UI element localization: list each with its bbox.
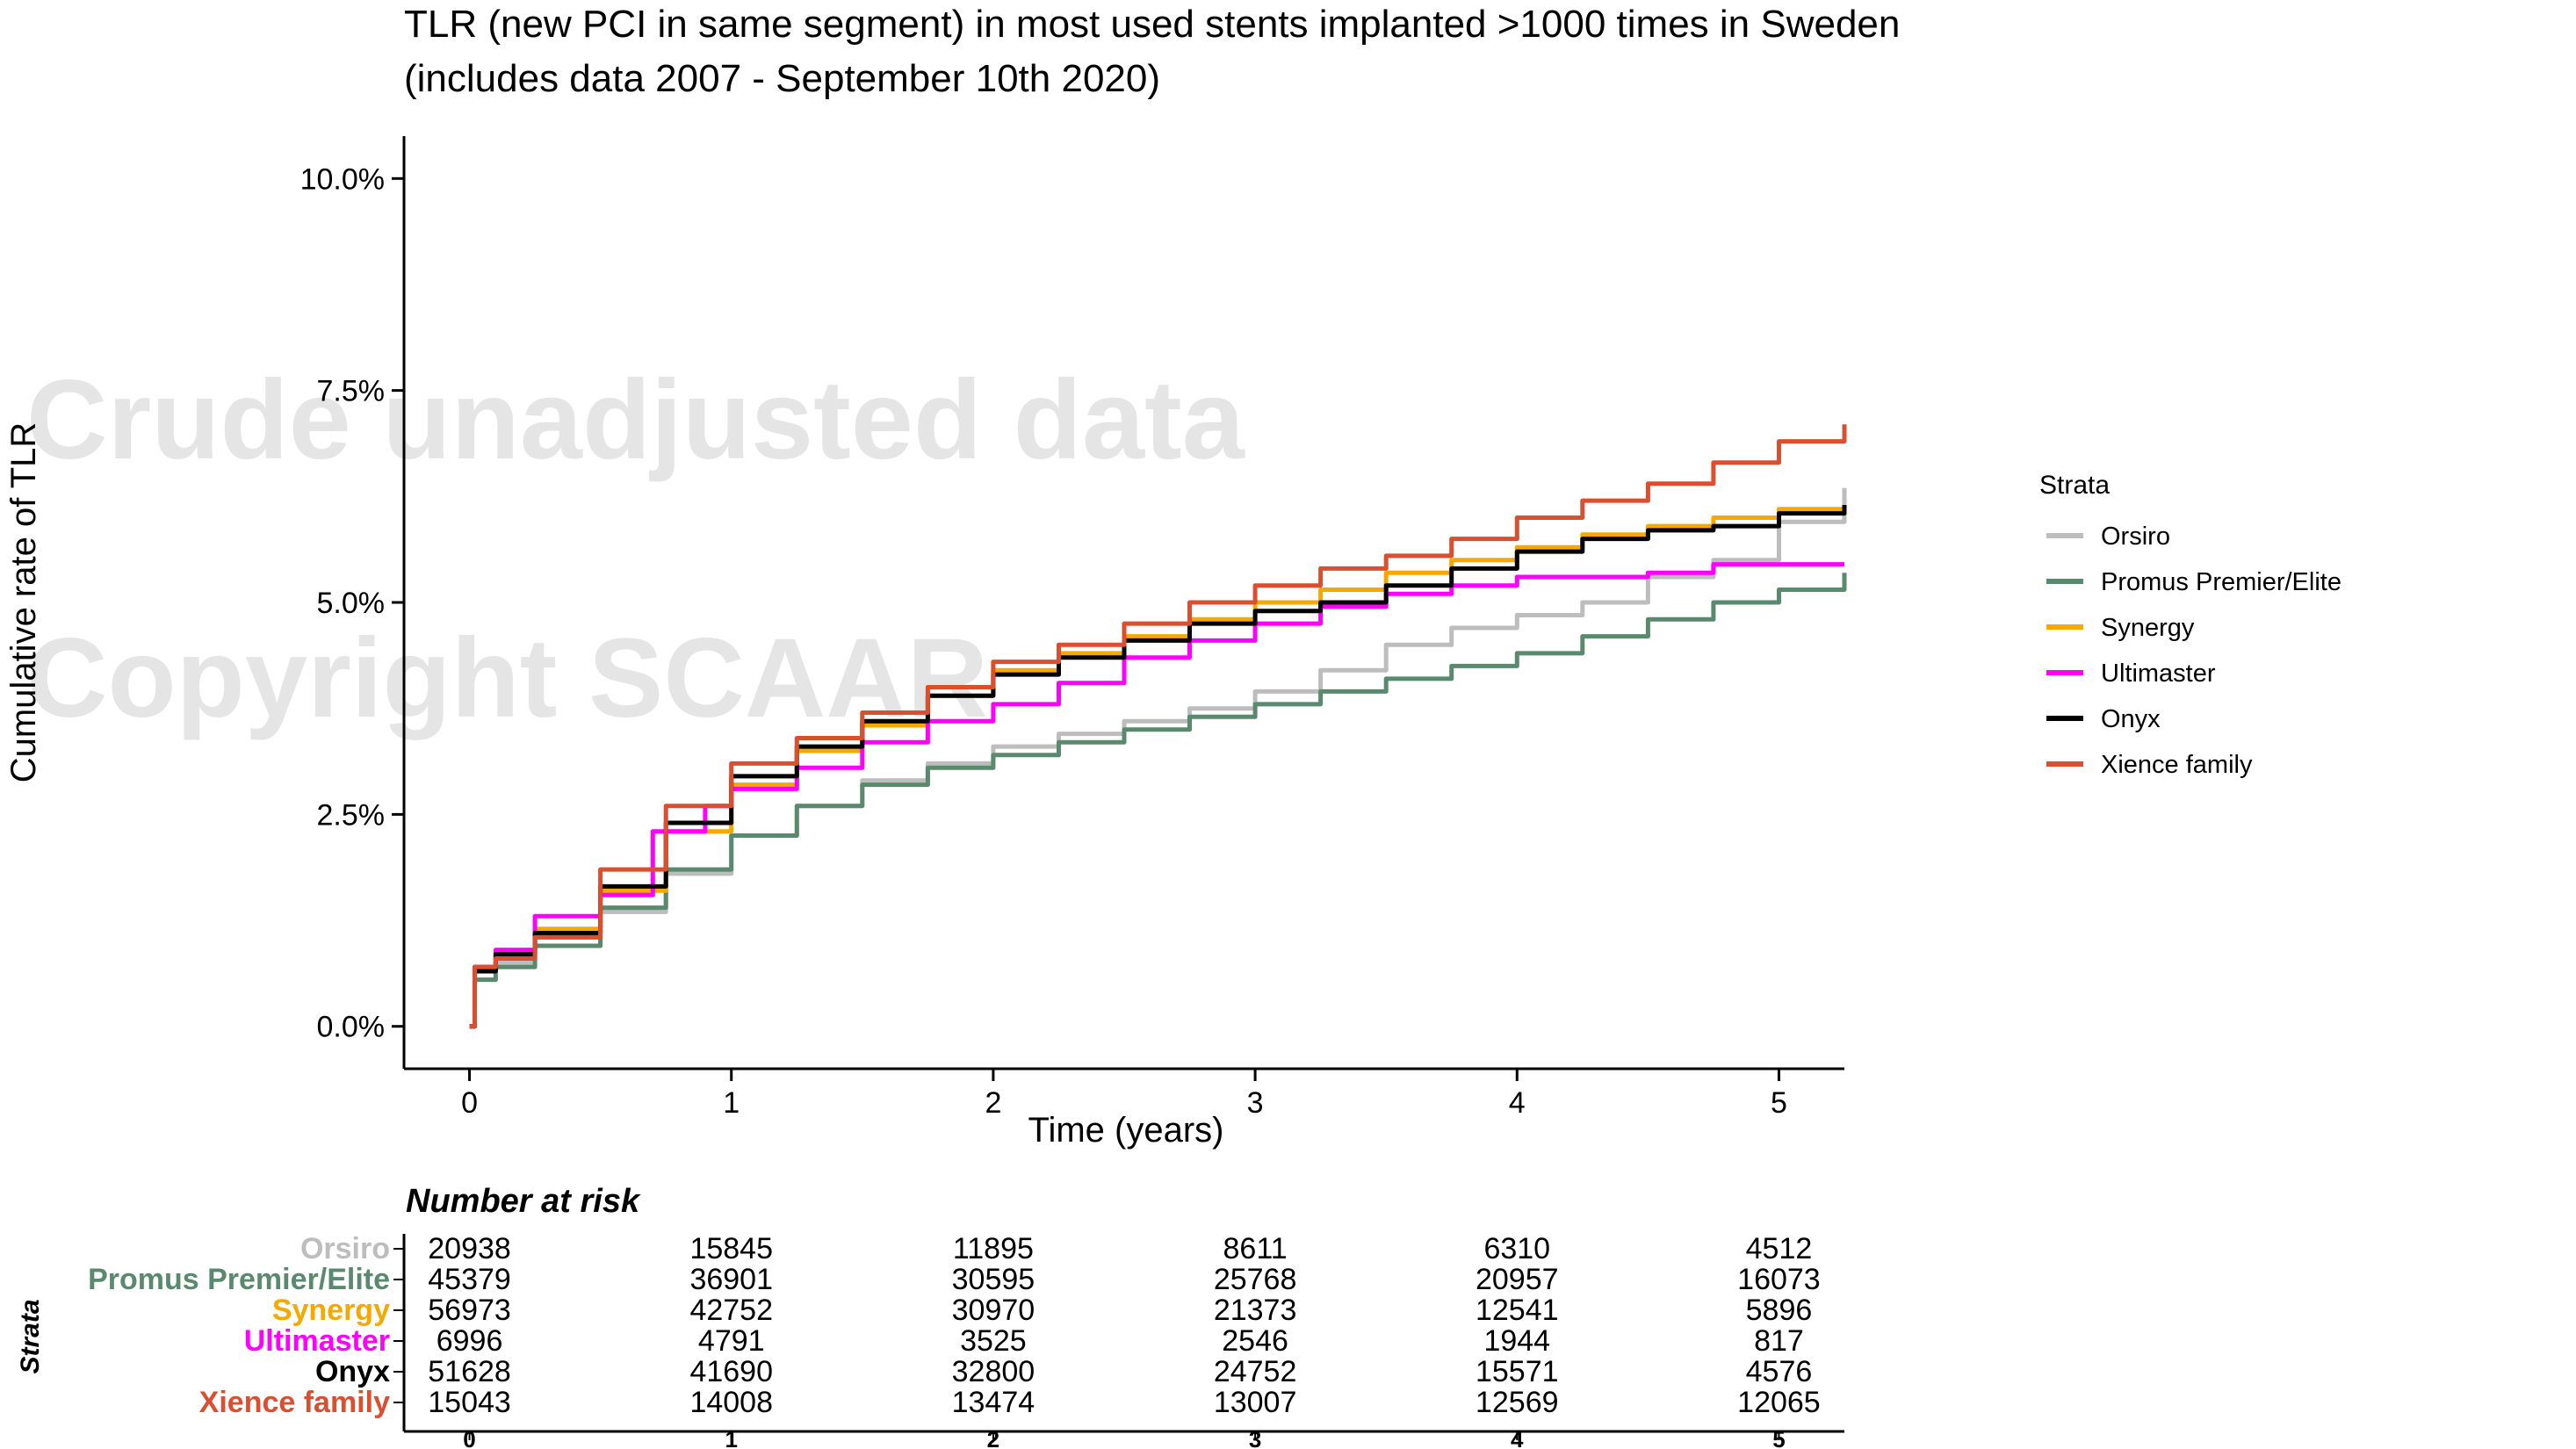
risk-table-side-label: Strata <box>16 1299 45 1373</box>
risk-x-tick-label: 4 <box>1511 1426 1524 1449</box>
risk-value: 16073 <box>1737 1263 1821 1296</box>
risk-value: 12569 <box>1476 1386 1559 1419</box>
risk-value: 15043 <box>428 1386 511 1419</box>
risk-x-tick-label: 2 <box>987 1426 999 1449</box>
legend-label-promus-premier-elite: Promus Premier/Elite <box>2101 568 2341 596</box>
x-axis-title: Time (years) <box>1028 1111 1224 1150</box>
risk-row-name-ultimaster: Ultimaster <box>244 1324 390 1358</box>
risk-value: 12541 <box>1476 1294 1559 1327</box>
risk-value: 3525 <box>960 1324 1027 1358</box>
y-tick-label: 10.0% <box>300 162 385 196</box>
risk-value: 15845 <box>689 1232 773 1265</box>
risk-value: 51628 <box>428 1355 511 1388</box>
risk-value: 45379 <box>428 1263 511 1296</box>
risk-value: 1944 <box>1483 1324 1550 1358</box>
legend-label-xience-family: Xience family <box>2101 751 2253 779</box>
y-tick-label: 7.5% <box>317 375 386 408</box>
risk-value: 817 <box>1754 1324 1804 1358</box>
risk-value: 56973 <box>428 1294 511 1327</box>
y-ticks: 0.0% 2.5% 5.0% 7.5% 10.0% <box>300 162 404 1044</box>
x-tick-label: 4 <box>1509 1086 1526 1120</box>
risk-value: 5896 <box>1746 1294 1813 1327</box>
series-line-onyx <box>469 505 1847 1029</box>
risk-value: 24752 <box>1214 1355 1297 1388</box>
risk-value: 36901 <box>689 1263 773 1296</box>
watermark-line-1: Crude unadjusted data <box>26 357 1245 483</box>
y-axis-title: Cumulative rate of TLR <box>4 422 43 783</box>
risk-value: 11895 <box>953 1232 1034 1265</box>
risk-value: 4576 <box>1746 1355 1813 1388</box>
risk-value: 41690 <box>689 1355 773 1388</box>
series-line-xience-family <box>469 424 1847 1029</box>
legend-label-synergy: Synergy <box>2101 614 2195 642</box>
risk-value: 14008 <box>689 1386 773 1419</box>
x-tick-label: 3 <box>1247 1086 1264 1120</box>
risk-value: 4512 <box>1746 1232 1813 1265</box>
x-ticks: 0 1 2 3 4 5 <box>461 1069 1787 1120</box>
risk-row-name-xience-family: Xience family <box>199 1386 390 1419</box>
risk-value: 13474 <box>952 1386 1035 1419</box>
x-tick-label: 2 <box>985 1086 1001 1120</box>
legend-label-onyx: Onyx <box>2101 705 2161 733</box>
risk-x-tick-label: 5 <box>1772 1426 1785 1449</box>
y-tick-label: 0.0% <box>317 1011 386 1044</box>
legend-label-orsiro: Orsiro <box>2101 523 2170 551</box>
legend: Strata Orsiro Promus Premier/Elite Synergy… <box>2039 471 2341 779</box>
risk-value: 20938 <box>428 1232 511 1265</box>
legend-title: Strata <box>2039 471 2110 500</box>
chart-title: TLR (new PCI in same segment) in most us… <box>404 3 1900 46</box>
risk-row-name-promus-premier-elite: Promus Premier/Elite <box>88 1263 390 1296</box>
risk-value: 2546 <box>1222 1324 1288 1358</box>
risk-x-tick-label: 3 <box>1249 1426 1261 1449</box>
risk-row-name-synergy: Synergy <box>272 1294 390 1327</box>
x-tick-label: 1 <box>723 1086 740 1120</box>
watermark: Crude unadjusted data Copyright SCAAR <box>26 357 1245 741</box>
risk-value: 15571 <box>1476 1355 1559 1388</box>
risk-value: 4791 <box>698 1324 765 1358</box>
watermark-line-2: Copyright SCAAR <box>26 616 988 741</box>
risk-value: 6996 <box>437 1324 503 1358</box>
legend-label-ultimaster: Ultimaster <box>2101 660 2216 688</box>
risk-value: 30595 <box>952 1263 1035 1296</box>
series-line-synergy <box>469 507 1844 1029</box>
risk-value: 6310 <box>1483 1232 1550 1265</box>
risk-value: 13007 <box>1214 1386 1297 1419</box>
risk-table: Orsiro 20938 15845 11895 8611 6310 4512Promus … <box>88 1232 1821 1449</box>
risk-row-name-orsiro: Orsiro <box>300 1232 390 1265</box>
chart-subtitle: (includes data 2007 - September 10th 202… <box>404 57 1160 100</box>
risk-value: 42752 <box>689 1294 773 1327</box>
x-tick-label: 0 <box>461 1086 478 1120</box>
y-tick-label: 2.5% <box>317 798 386 832</box>
series-line-orsiro <box>469 487 1847 1029</box>
risk-value: 30970 <box>952 1294 1035 1327</box>
risk-value: 8611 <box>1223 1232 1288 1265</box>
risk-value: 32800 <box>952 1355 1035 1388</box>
risk-row-name-onyx: Onyx <box>315 1355 390 1388</box>
risk-x-tick-label: 0 <box>463 1426 475 1449</box>
risk-value: 20957 <box>1476 1263 1559 1296</box>
risk-value: 12065 <box>1737 1386 1821 1419</box>
risk-value: 25768 <box>1214 1263 1297 1296</box>
risk-table-title: Number at risk <box>406 1183 641 1220</box>
series-lines <box>469 424 1847 1029</box>
x-tick-label: 5 <box>1771 1086 1787 1120</box>
risk-value: 21373 <box>1214 1294 1297 1327</box>
y-tick-label: 5.0% <box>317 587 386 620</box>
risk-x-tick-label: 1 <box>725 1426 737 1449</box>
